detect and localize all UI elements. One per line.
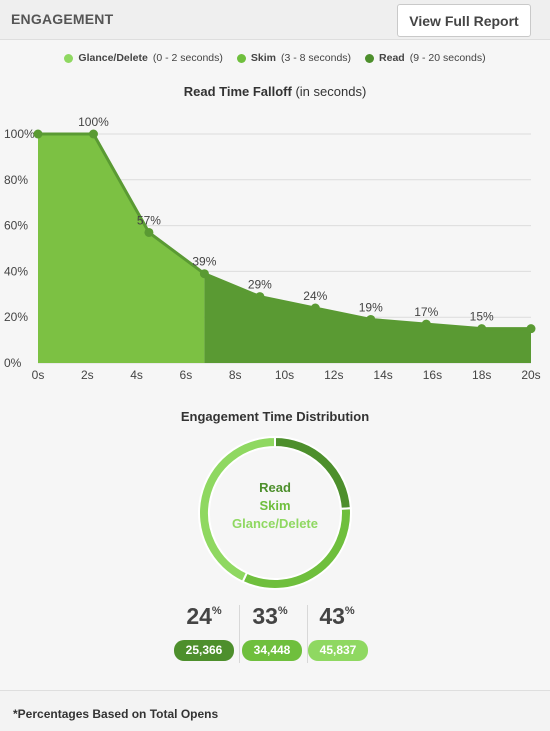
donut-center-labels: Read Skim Glance/Delete — [215, 479, 335, 533]
stat-skim-value: 33 — [252, 603, 278, 629]
area-early — [38, 134, 205, 363]
data-point — [477, 324, 487, 334]
data-point — [366, 314, 376, 324]
data-point — [310, 303, 320, 313]
view-full-report-button[interactable]: View Full Report — [397, 4, 531, 37]
x-tick-label: 4s — [130, 368, 143, 382]
data-label: 24% — [303, 289, 327, 303]
y-tick-label: 40% — [4, 264, 28, 278]
y-tick-label: 20% — [4, 310, 28, 324]
x-tick-label: 16s — [423, 368, 442, 382]
y-tick-label: 60% — [4, 219, 28, 233]
data-label: 39% — [192, 255, 216, 269]
x-tick-label: 8s — [229, 368, 242, 382]
x-tick-label: 12s — [324, 368, 343, 382]
stat-skim-count: 34,448 — [242, 640, 302, 661]
data-label: 29% — [248, 278, 272, 292]
data-point — [199, 269, 209, 279]
data-point — [255, 292, 265, 302]
donut-label-skim: Skim — [259, 498, 291, 513]
data-label: 100% — [78, 115, 109, 129]
footnote: *Percentages Based on Total Opens — [13, 707, 219, 721]
x-tick-label: 14s — [373, 368, 392, 382]
series-line — [38, 132, 531, 331]
data-point — [144, 227, 154, 237]
x-tick-label: 0s — [32, 368, 45, 382]
area-late — [204, 273, 531, 363]
data-point — [88, 129, 98, 139]
falloff-chart-title: Read Time Falloff (in seconds) — [0, 84, 550, 99]
legend-range-skim: (3 - 8 seconds) — [281, 52, 352, 64]
stat-read: 24% — [169, 603, 239, 630]
legend-swatch-glance — [64, 53, 74, 63]
panel-title: ENGAGEMENT — [11, 11, 114, 27]
data-label: 15% — [470, 310, 494, 324]
chart-legend: Glance/Delete (0 - 2 seconds) Skim (3 - … — [0, 52, 550, 64]
legend-item-glance: Glance/Delete (0 - 2 seconds) — [64, 52, 223, 64]
x-tick-label: 20s — [521, 368, 540, 382]
stat-skim: 33% — [235, 603, 305, 630]
legend-swatch-skim — [236, 53, 246, 63]
distribution-donut — [198, 435, 352, 590]
legend-item-read: Read (9 - 20 seconds) — [365, 52, 486, 64]
falloff-chart: 0% 20% 40% 60% 80% 100% 100% 57% 39% 29% 24% 19% 17%… — [4, 115, 541, 382]
stat-glance: 43% — [302, 603, 372, 630]
stat-divider — [239, 605, 240, 663]
panel-footer: *Percentages Based on Total Opens — [0, 690, 550, 731]
legend-range-read: (9 - 20 seconds) — [409, 52, 486, 64]
stat-glance-percent: 43% — [319, 603, 355, 629]
stat-glance-value: 43 — [319, 603, 345, 629]
legend-name-glance: Glance/Delete — [78, 52, 148, 64]
stat-glance-count: 45,837 — [308, 640, 368, 661]
stat-read-value: 24 — [186, 603, 212, 629]
distribution-chart-title: Engagement Time Distribution — [180, 409, 370, 424]
y-tick-label: 100% — [4, 127, 35, 141]
donut-segment-glance — [198, 435, 276, 584]
x-tick-label: 10s — [275, 368, 294, 382]
panel-header: ENGAGEMENT View Full Report — [0, 0, 550, 40]
data-label: 57% — [137, 213, 161, 227]
falloff-title-main: Read Time Falloff — [183, 84, 292, 99]
legend-item-skim: Skim (3 - 8 seconds) — [236, 52, 352, 64]
stat-skim-percent: 33% — [252, 603, 288, 629]
stat-read-count: 25,366 — [174, 640, 234, 661]
y-tick-label: 80% — [4, 173, 28, 187]
legend-range-glance: (0 - 2 seconds) — [152, 52, 223, 64]
x-tick-label: 18s — [472, 368, 491, 382]
donut-label-read: Read — [259, 480, 291, 495]
falloff-title-suffix: (in seconds) — [295, 84, 367, 99]
legend-name-read: Read — [379, 52, 405, 64]
data-point — [526, 324, 536, 334]
stat-divider — [307, 605, 308, 663]
data-label: 17% — [414, 305, 438, 319]
x-tick-label: 6s — [180, 368, 193, 382]
x-tick-label: 2s — [81, 368, 94, 382]
legend-name-skim: Skim — [250, 52, 276, 64]
donut-label-glance: Glance/Delete — [232, 516, 318, 531]
data-point — [33, 129, 43, 139]
y-tick-label: 0% — [4, 356, 22, 370]
data-label: 19% — [359, 300, 383, 314]
legend-swatch-read — [365, 53, 375, 63]
data-point — [421, 319, 431, 329]
stat-read-percent: 24% — [186, 603, 222, 629]
